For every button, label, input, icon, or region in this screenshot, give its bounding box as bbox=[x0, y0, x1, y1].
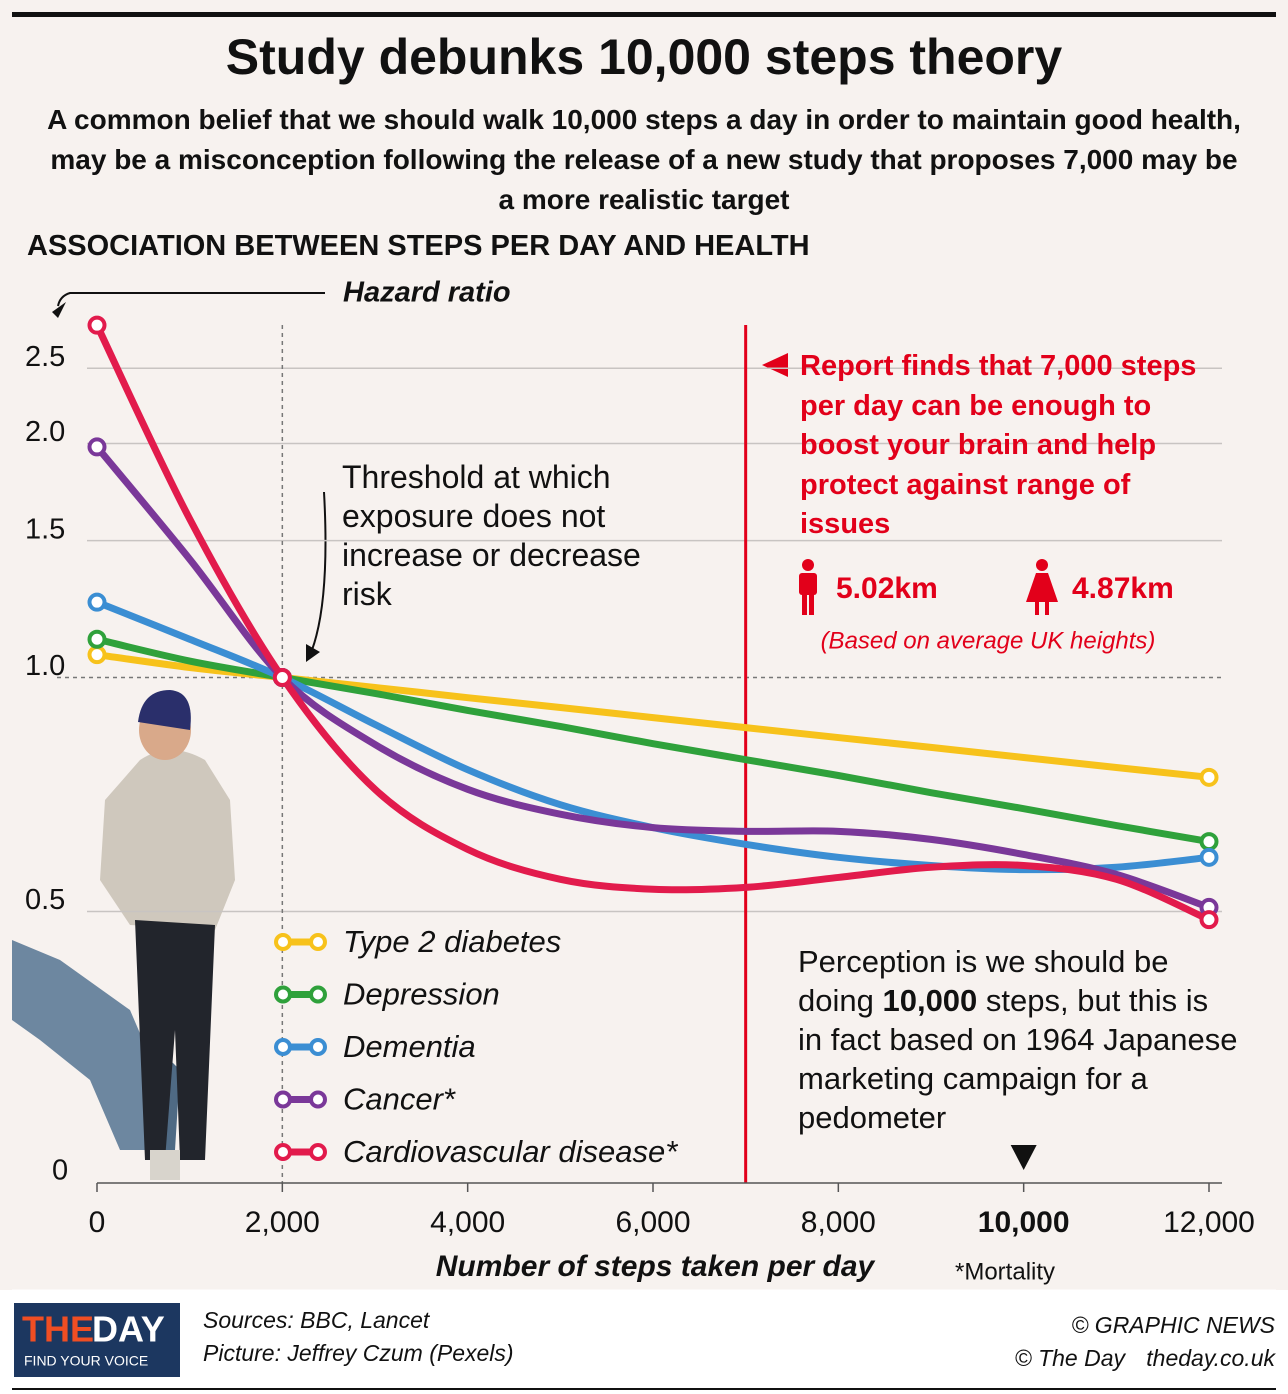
x-tick-label: 12,000 bbox=[1163, 1206, 1255, 1239]
text: steps, but this is in fact based on 1964… bbox=[798, 983, 1238, 1135]
legend-swatch bbox=[274, 1038, 292, 1056]
icon-leg bbox=[802, 593, 807, 615]
legend-swatch bbox=[274, 1090, 292, 1109]
y-tick-label: 0.5 bbox=[25, 884, 65, 916]
sources: Sources: BBC, Lancet bbox=[203, 1307, 431, 1333]
photo-walker bbox=[12, 690, 235, 1180]
point-marker bbox=[1199, 847, 1219, 867]
point-marker bbox=[1199, 910, 1219, 930]
legend-swatch bbox=[274, 1143, 292, 1161]
pointer bbox=[762, 353, 788, 377]
credit: © GRAPHIC NEWS bbox=[1071, 1312, 1275, 1338]
logo-day: DAY bbox=[92, 1309, 165, 1350]
legend-item: Cardiovascular disease* bbox=[274, 1134, 678, 1169]
report-note: (Based on average UK heights) bbox=[821, 627, 1156, 654]
top-rule bbox=[12, 12, 1276, 17]
point-marker bbox=[87, 315, 107, 335]
female-distance: 4.87km bbox=[1072, 572, 1174, 605]
legend-swatch bbox=[309, 1038, 327, 1056]
icon-leg bbox=[1045, 600, 1049, 615]
emphasis-pointer bbox=[1010, 1145, 1037, 1170]
legend-swatch bbox=[309, 1090, 327, 1109]
threshold-label: Threshold at which exposure does not inc… bbox=[342, 459, 641, 612]
shoe bbox=[150, 1150, 180, 1180]
credit: © The Day bbox=[1015, 1345, 1127, 1371]
icon-leg bbox=[809, 593, 814, 615]
legend-item: Cancer* bbox=[274, 1082, 456, 1117]
logo-the: THE bbox=[22, 1309, 94, 1350]
logo-box bbox=[14, 1303, 180, 1377]
report-text: Report finds that 7,000 steps per day ca… bbox=[800, 350, 1197, 540]
sweater bbox=[100, 750, 235, 930]
point-marker bbox=[87, 645, 107, 665]
point-marker bbox=[1199, 767, 1219, 787]
y-origin-label: 0 bbox=[52, 1155, 68, 1187]
logo-tag: FIND YOUR VOICE bbox=[24, 1353, 148, 1369]
legend-swatch bbox=[309, 933, 327, 951]
legend-swatch bbox=[309, 985, 327, 1004]
legend-swatch bbox=[274, 933, 292, 951]
point-marker bbox=[272, 668, 292, 688]
male-distance: 5.02km bbox=[836, 572, 938, 605]
legend-label: Dementia bbox=[343, 1029, 476, 1064]
point-marker bbox=[87, 437, 107, 457]
shadow bbox=[12, 940, 160, 1150]
legend-swatch bbox=[274, 985, 292, 1004]
cap bbox=[138, 690, 191, 730]
female-icon bbox=[1026, 559, 1058, 615]
legend-item: Type 2 diabetes bbox=[274, 924, 561, 959]
axis-arrow bbox=[57, 292, 325, 307]
picture-credit: Picture: Jeffrey Czum (Pexels) bbox=[203, 1340, 514, 1366]
icon-dress bbox=[1026, 573, 1058, 602]
legend-swatch bbox=[309, 1143, 327, 1161]
x-tick-label: 0 bbox=[89, 1206, 106, 1239]
y-tick-label: 1.5 bbox=[25, 513, 65, 545]
axis-arrowhead bbox=[52, 302, 66, 318]
y-tick-label: 2.0 bbox=[25, 416, 65, 448]
icon-leg bbox=[1035, 600, 1039, 615]
subtitle: A common belief that we should walk 10,0… bbox=[47, 104, 1241, 215]
report-arrow bbox=[762, 353, 788, 377]
heading: ASSOCIATION BETWEEN STEPS PER DAY AND HE… bbox=[27, 230, 810, 262]
series-line bbox=[93, 321, 1213, 924]
x-tick-label: 4,000 bbox=[430, 1206, 505, 1239]
threshold-arrow bbox=[311, 491, 327, 651]
male-icon bbox=[799, 559, 817, 615]
point-marker bbox=[1199, 832, 1219, 852]
legend-item: Dementia bbox=[274, 1029, 476, 1064]
threshold-arrowhead bbox=[306, 644, 320, 662]
icon-head bbox=[802, 559, 814, 571]
footer-bg bbox=[0, 1290, 1288, 1394]
jeans bbox=[135, 920, 215, 1160]
legend-label: Type 2 diabetes bbox=[343, 924, 561, 959]
x-tick-label: 2,000 bbox=[245, 1206, 320, 1239]
legend-item: Depression bbox=[274, 977, 500, 1012]
footnote: *Mortality bbox=[955, 1258, 1055, 1285]
series-line bbox=[93, 443, 1213, 911]
title: Study debunks 10,000 steps theory bbox=[225, 29, 1063, 85]
x-axis-label: Number of steps taken per day bbox=[436, 1250, 876, 1283]
y-axis-label: Hazard ratio bbox=[343, 277, 511, 309]
perception-text: Perception is we should be doing 10,000 … bbox=[798, 942, 1238, 1137]
legend-label: Cancer* bbox=[343, 1082, 456, 1117]
point-marker bbox=[87, 592, 107, 612]
x-tick-label: 10,000 bbox=[978, 1206, 1070, 1239]
x-tick-label: 8,000 bbox=[801, 1206, 876, 1239]
y-tick-label: 2.5 bbox=[25, 341, 65, 373]
point-marker bbox=[87, 629, 107, 649]
icon-body bbox=[799, 573, 817, 595]
text: Perception is we should be doing bbox=[798, 944, 1169, 1018]
legend-label: Depression bbox=[343, 977, 500, 1012]
emphasis: 10,000 bbox=[882, 983, 978, 1018]
icon-head bbox=[1036, 559, 1048, 571]
legend-label: Cardiovascular disease* bbox=[343, 1134, 678, 1169]
x-tick-label: 6,000 bbox=[615, 1206, 690, 1239]
site: theday.co.uk bbox=[1146, 1345, 1276, 1371]
